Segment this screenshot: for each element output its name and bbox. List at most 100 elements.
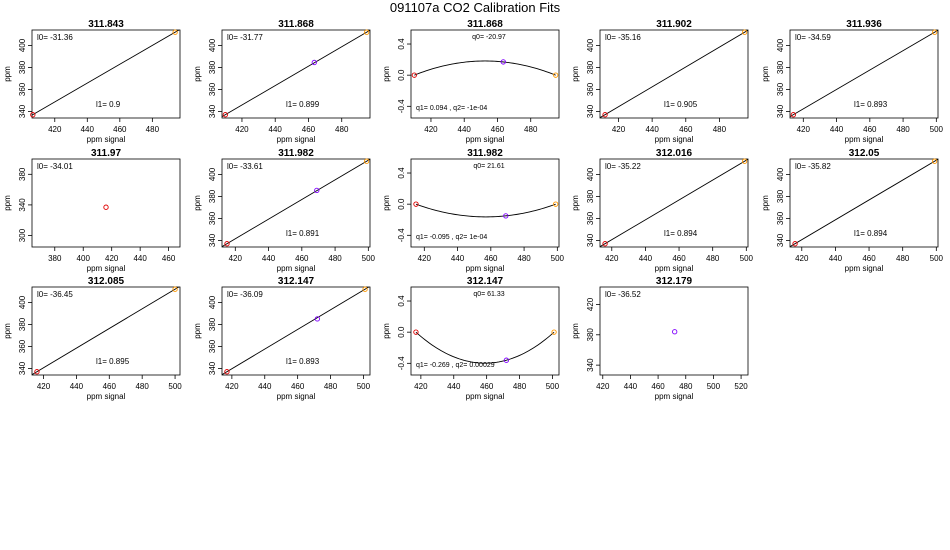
y-axis-label: ppm: [571, 323, 580, 339]
coef-label-l0: l0= -31.36: [37, 33, 73, 42]
coef-label-q0: q0= 61.33: [473, 291, 504, 298]
x-tick-label: 440: [829, 254, 843, 263]
data-point-mid: [503, 357, 510, 363]
coef-label-l0: l0= -36.45: [37, 290, 73, 299]
coef-label-l0: l0= -31.77: [227, 33, 263, 42]
y-tick-label: 380: [18, 60, 27, 74]
x-tick-label: 420: [612, 125, 626, 134]
x-tick-label: 440: [639, 254, 653, 263]
panel-title: 311.868: [467, 19, 503, 30]
data-point-low: [792, 241, 798, 247]
x-tick-label: 520: [734, 382, 748, 391]
x-tick-label: 440: [830, 125, 844, 134]
data-point-high: [364, 29, 370, 35]
y-tick-label: 360: [586, 82, 595, 96]
chart-panel-1: 311.843 420 440 460 480 ppm signal 340 360 380 40…: [3, 19, 181, 144]
y-tick-label: 400: [776, 167, 785, 181]
data-point-low: [602, 241, 608, 247]
y-tick-label: 300: [18, 228, 27, 242]
x-tick-label: 480: [328, 254, 342, 263]
chart-panel-10: 312.05 420 440 460 480 500 ppm signal 340 360 380…: [761, 148, 944, 273]
coef-label-l1: l1= 0.905: [664, 100, 698, 109]
data-point-high: [553, 72, 559, 78]
chart-panel-9: 312.016 420 440 460 480 500 ppm signal 340 360 38…: [571, 148, 754, 273]
data-point-low: [30, 112, 36, 118]
x-tick-label: 480: [706, 254, 720, 263]
chart-panel-6: 311.97 380 400 420 440 460 ppm signal 300 340 380…: [3, 148, 181, 273]
y-tick-label: 360: [586, 211, 595, 225]
chart-panel-8: 311.982 420 440 460 480 500 ppm signal -0.4 0.0 0…: [382, 148, 565, 273]
y-tick-label: 360: [18, 339, 27, 353]
plot-frame: [410, 286, 560, 376]
coef-label-l0: l0= -36.52: [605, 290, 641, 299]
y-tick-label: 340: [208, 361, 217, 375]
y-tick-label: 340: [18, 198, 27, 212]
data-point-low: [413, 201, 419, 207]
plot-frame: [31, 29, 181, 119]
x-tick-label: 460: [113, 125, 127, 134]
data-point-high: [932, 29, 938, 35]
x-tick-label: 480: [713, 125, 727, 134]
x-tick-label: 500: [168, 382, 182, 391]
x-tick-label: 500: [357, 382, 371, 391]
x-tick-label: 500: [740, 254, 754, 263]
y-tick-label: 380: [18, 167, 27, 181]
panel-title: 312.016: [656, 148, 693, 159]
page-title: 091107a CO2 Calibration Fits: [389, 0, 561, 15]
coef-label-q0: q0= -20.97: [472, 34, 506, 41]
y-tick-label: 380: [586, 189, 595, 203]
fit-line: [32, 287, 180, 375]
x-tick-label: 420: [795, 254, 809, 263]
plot-frame: [221, 158, 371, 248]
y-tick-label: 360: [18, 82, 27, 96]
y-axis-label: ppm: [3, 323, 12, 339]
x-axis-label: ppm signal: [655, 264, 694, 273]
panel-title: 311.868: [278, 19, 314, 30]
x-tick-label: 400: [77, 254, 91, 263]
coef-label-l1: l1= 0.899: [286, 100, 320, 109]
y-tick-label: 340: [208, 104, 217, 118]
data-point-low: [411, 72, 417, 78]
data-point-high: [364, 158, 370, 164]
panel-title: 311.936: [846, 19, 882, 30]
fit-line: [222, 30, 370, 118]
x-axis-label: ppm signal: [845, 135, 884, 144]
x-tick-label: 500: [546, 382, 560, 391]
chart-panel-12: 312.147 420 440 460 480 500 ppm signal 340 360 38…: [193, 276, 371, 401]
y-tick-label: 0.4: [397, 295, 406, 307]
data-point-mid: [503, 213, 509, 219]
fit-curve: [414, 60, 556, 76]
y-tick-label: 0.4: [397, 167, 406, 179]
data-point-low: [224, 241, 230, 247]
y-tick-label: 400: [586, 38, 595, 52]
x-tick-label: 440: [624, 382, 638, 391]
x-tick-label: 460: [484, 254, 498, 263]
x-tick-label: 500: [707, 382, 721, 391]
x-tick-label: 420: [229, 254, 243, 263]
x-tick-label: 480: [679, 382, 693, 391]
coef-label-l0: l0= -35.82: [795, 162, 831, 171]
data-point-high: [741, 29, 748, 35]
x-tick-label: 480: [896, 125, 910, 134]
panel-title: 312.147: [278, 276, 315, 287]
fit-curve: [415, 203, 556, 218]
y-tick-label: 340: [586, 358, 595, 372]
y-axis-label: ppm: [193, 66, 202, 82]
coef-label-l0: l0= -34.01: [37, 162, 73, 171]
data-point-low: [103, 204, 109, 210]
y-axis-label: ppm: [571, 195, 580, 211]
x-tick-label: 420: [605, 254, 619, 263]
x-tick-label: 500: [930, 254, 944, 263]
chart-panel-3: 311.868 420 440 460 480 ppm signal -0.4 0.0 0.4 p…: [382, 19, 560, 144]
x-axis-label: ppm signal: [466, 264, 505, 273]
plot-frame: [599, 29, 749, 119]
data-point-mid: [672, 329, 678, 335]
x-tick-label: 480: [135, 382, 149, 391]
data-point-high: [362, 286, 368, 292]
y-tick-label: 380: [776, 60, 785, 74]
data-point-low: [413, 329, 419, 335]
x-axis-label: ppm signal: [655, 135, 694, 144]
y-tick-label: 0.0: [397, 326, 406, 338]
y-axis-label: ppm: [193, 323, 202, 339]
